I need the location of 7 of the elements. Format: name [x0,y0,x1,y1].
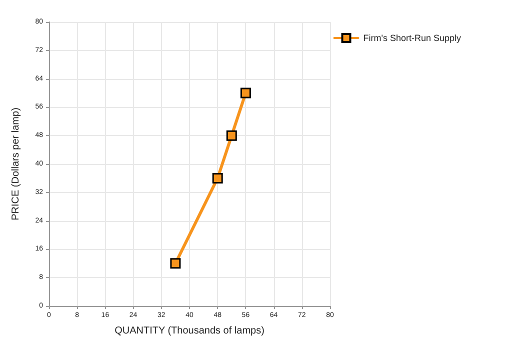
point [240,88,251,98]
point [170,258,181,269]
x-axis-title: QUANTITY (Thousands of lamps) [114,326,264,336]
legend-label: Firm's Short-Run Supply [363,33,462,43]
y-axis-title: PRICE (Dollars per lamp) [10,108,22,220]
point [212,172,223,184]
point [226,130,237,141]
